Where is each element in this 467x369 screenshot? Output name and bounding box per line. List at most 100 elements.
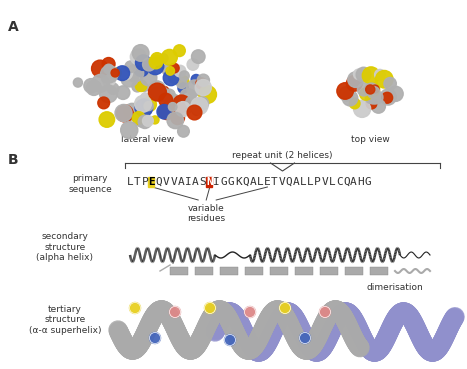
Circle shape [100,65,118,83]
Circle shape [132,45,149,61]
Circle shape [195,79,212,96]
Circle shape [382,92,393,103]
Circle shape [179,71,189,81]
Circle shape [142,58,156,71]
Circle shape [169,73,179,83]
Circle shape [174,65,186,77]
Circle shape [121,70,138,87]
Text: lateral view: lateral view [121,135,175,144]
Circle shape [169,103,177,111]
Circle shape [388,86,403,101]
Text: N: N [206,177,212,187]
Text: repeat unit (2 helices): repeat unit (2 helices) [232,151,333,160]
Circle shape [179,99,193,113]
Text: L: L [127,177,134,187]
Circle shape [360,88,372,100]
Text: E: E [149,177,155,187]
Circle shape [138,115,151,128]
Circle shape [349,98,360,109]
Circle shape [120,122,138,139]
Circle shape [178,83,188,93]
Circle shape [132,81,143,92]
Circle shape [135,59,149,72]
Text: Q: Q [156,177,163,187]
Circle shape [375,69,385,80]
Circle shape [102,73,116,86]
Text: I: I [213,177,220,187]
Text: secondary
structure
(alpha helix): secondary structure (alpha helix) [36,232,93,262]
Circle shape [196,97,209,110]
Circle shape [159,54,168,63]
Circle shape [356,67,371,82]
Text: B: B [8,153,19,167]
Circle shape [162,49,177,65]
Circle shape [157,86,170,99]
Circle shape [196,78,207,89]
Text: V: V [321,177,328,187]
Circle shape [99,85,117,103]
Bar [295,267,313,275]
Text: L: L [300,177,306,187]
Circle shape [357,83,370,96]
Circle shape [135,80,147,92]
Circle shape [162,65,173,76]
Circle shape [149,83,166,101]
Circle shape [370,91,383,104]
Circle shape [104,64,113,74]
Circle shape [187,105,202,120]
Circle shape [174,45,185,56]
Circle shape [126,65,144,82]
Circle shape [339,87,354,101]
Text: T: T [134,177,141,187]
Circle shape [384,77,396,90]
Circle shape [342,90,358,106]
Text: A: A [192,177,198,187]
Circle shape [157,104,171,119]
Circle shape [135,55,151,70]
Bar [345,267,363,275]
Text: dimerisation: dimerisation [367,283,424,292]
Text: C: C [336,177,343,187]
Circle shape [116,105,133,122]
Bar [205,176,212,186]
Circle shape [375,70,393,88]
Text: A: A [350,177,357,187]
Circle shape [86,80,101,96]
Text: A: A [177,177,184,187]
Text: V: V [170,177,177,187]
Text: G: G [365,177,371,187]
Circle shape [170,307,181,317]
Circle shape [141,70,157,86]
Circle shape [135,99,153,116]
Circle shape [371,99,385,113]
Text: P: P [314,177,321,187]
Circle shape [180,89,196,105]
Circle shape [364,85,375,96]
Circle shape [149,55,163,69]
Circle shape [180,98,194,112]
Bar [148,176,154,186]
Circle shape [134,62,149,77]
Circle shape [199,86,217,103]
Text: V: V [278,177,285,187]
Text: tertiary
structure
(α-α superhelix): tertiary structure (α-α superhelix) [29,305,101,335]
Circle shape [99,112,114,127]
Circle shape [191,97,208,114]
Circle shape [178,96,191,108]
Circle shape [116,86,130,100]
Circle shape [177,78,187,89]
Circle shape [102,58,115,70]
Text: L: L [307,177,314,187]
Circle shape [73,78,83,87]
Circle shape [92,75,109,92]
Circle shape [115,66,129,80]
Circle shape [192,107,201,115]
Text: A: A [8,20,19,34]
Text: G: G [220,177,227,187]
Circle shape [129,303,141,314]
Circle shape [365,83,378,96]
Circle shape [141,93,149,101]
Circle shape [154,87,168,102]
Circle shape [140,83,149,92]
Text: L: L [329,177,335,187]
